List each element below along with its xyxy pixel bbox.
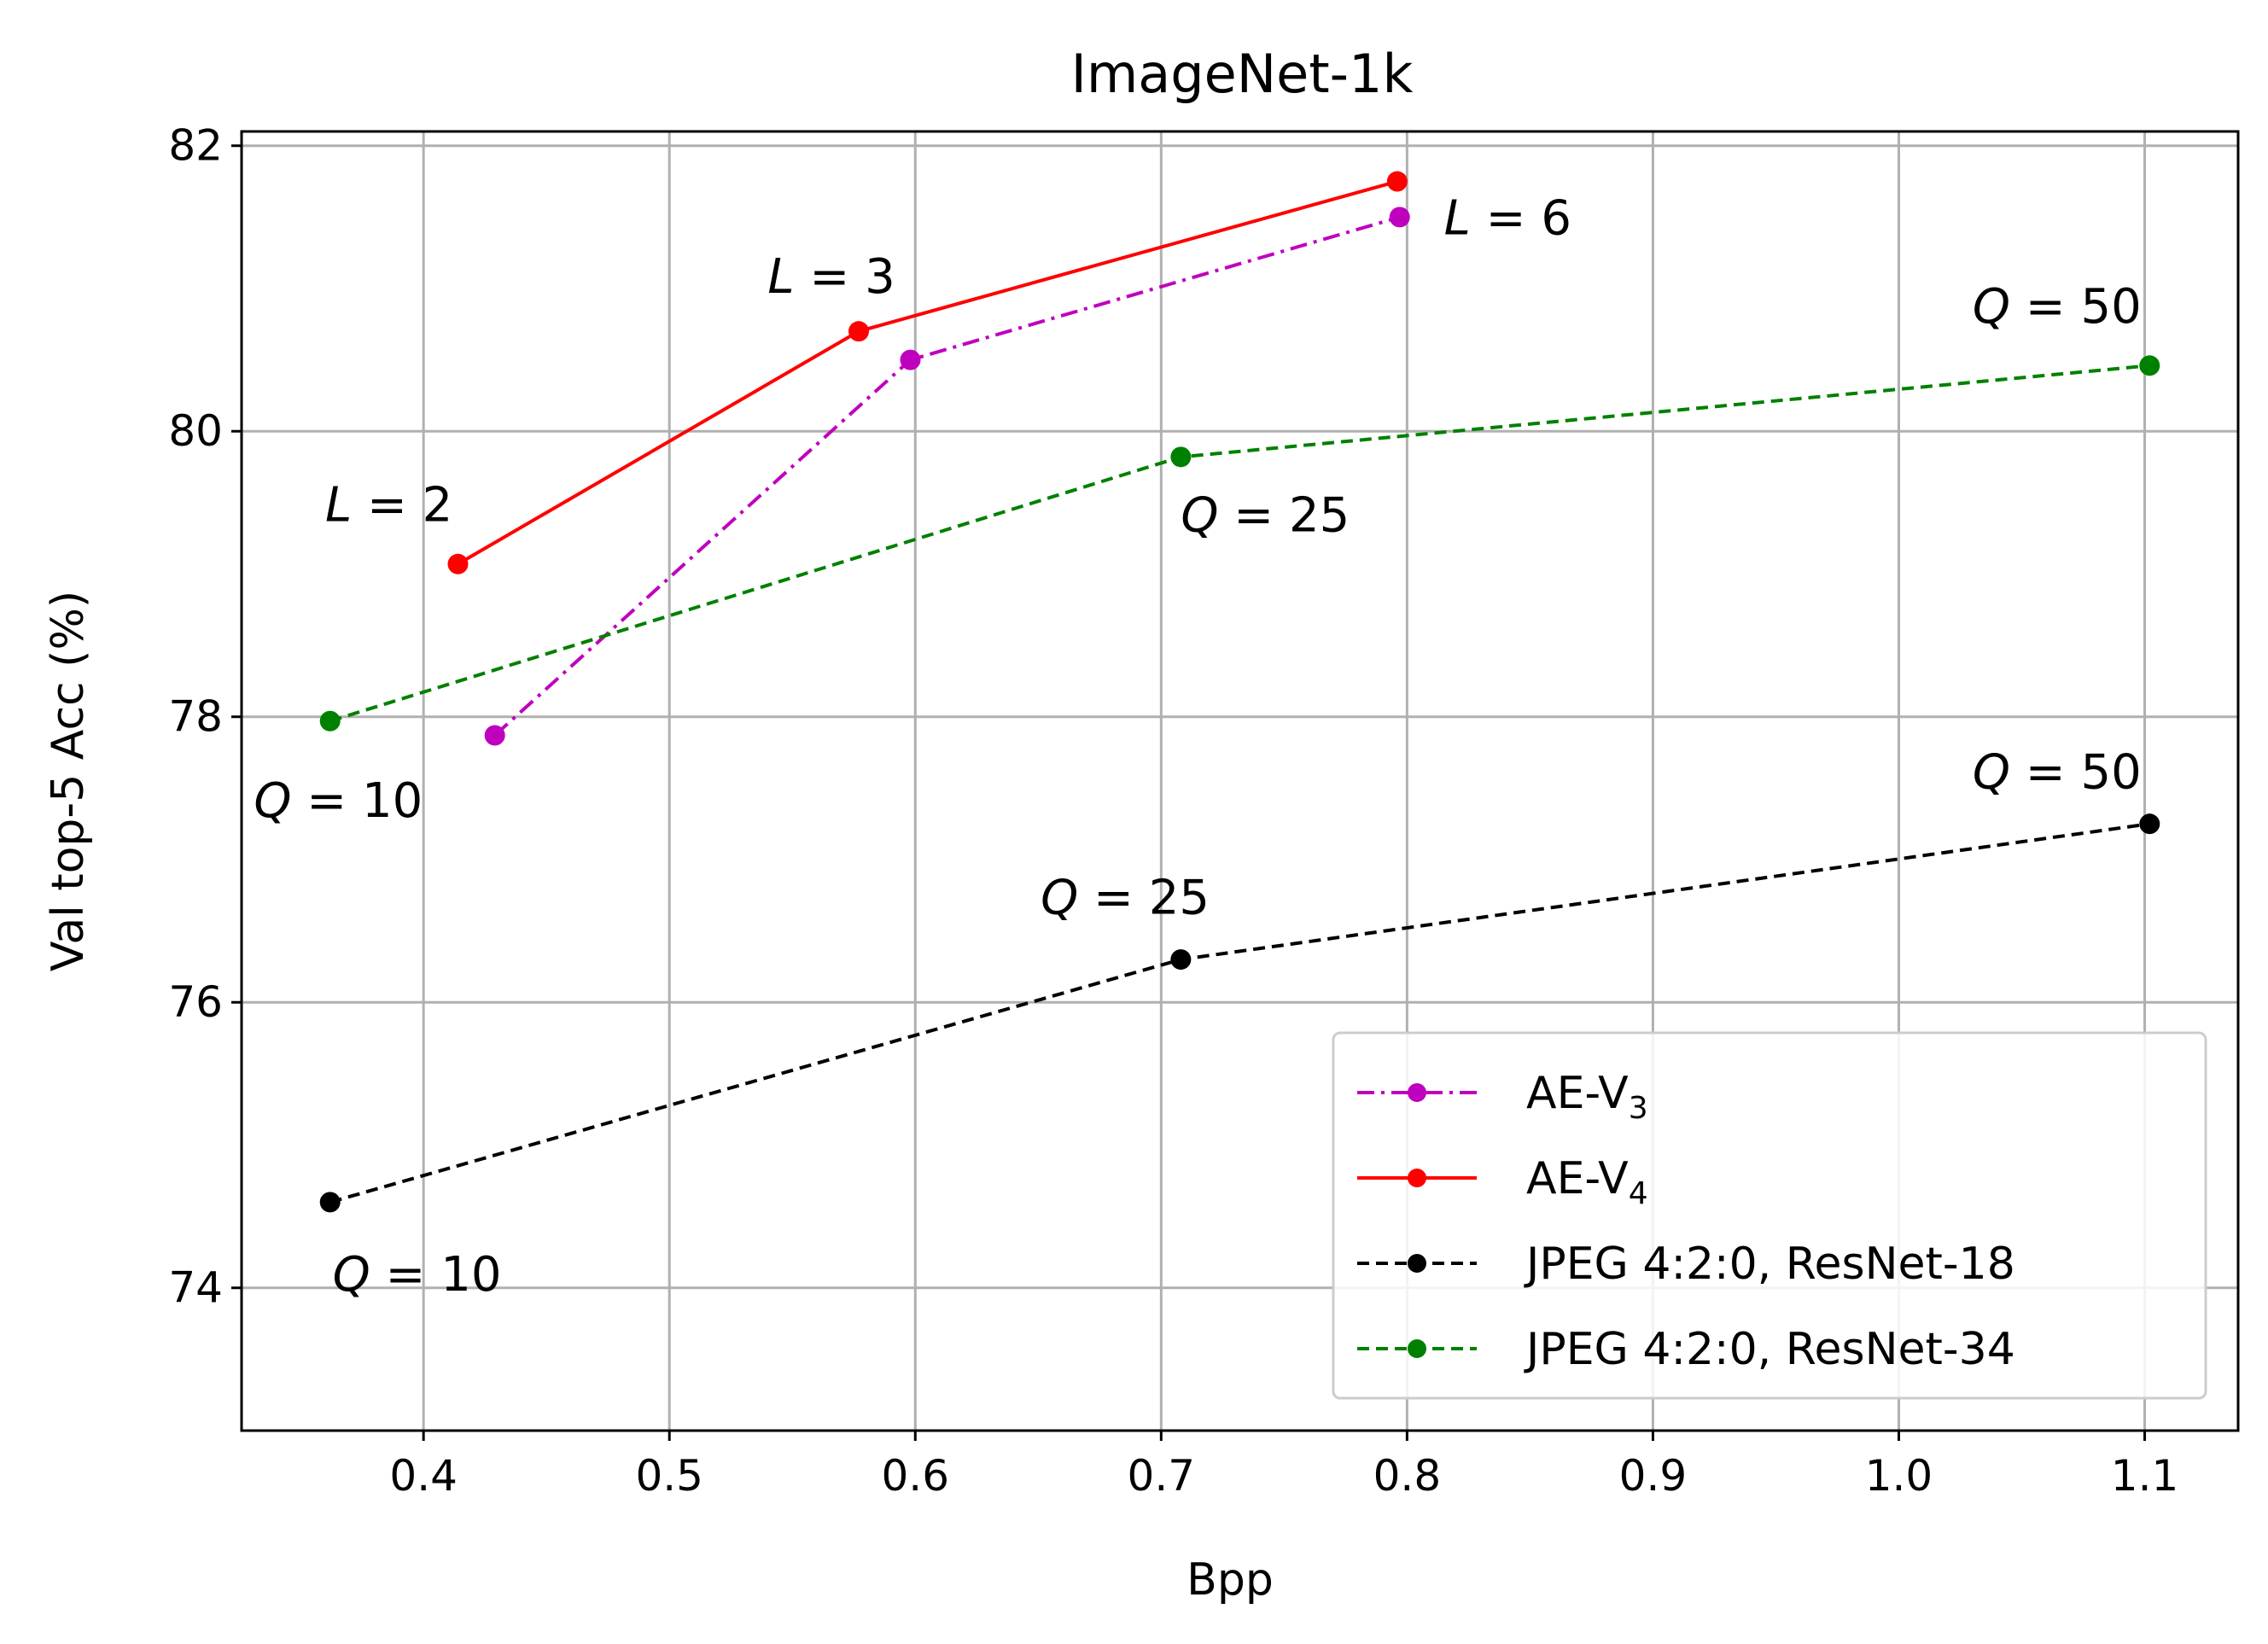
legend-item: AE-V4 bbox=[1357, 1153, 1648, 1211]
x-tick-label: 0.7 bbox=[1128, 1451, 1196, 1501]
series bbox=[484, 207, 1410, 746]
x-tick-label: 1.0 bbox=[1865, 1451, 1933, 1501]
y-axis-title: Val top-5 Acc (%) bbox=[43, 591, 94, 971]
data-point bbox=[484, 725, 505, 746]
y-tick-label: 80 bbox=[168, 406, 223, 456]
legend-label: AE-V4 bbox=[1526, 1153, 1648, 1211]
legend-label: AE-V3 bbox=[1526, 1068, 1648, 1126]
x-tick-label: 0.4 bbox=[389, 1451, 458, 1501]
legend-swatch-marker bbox=[1408, 1169, 1426, 1187]
point-annotation: Q = 25 bbox=[1041, 871, 1210, 926]
point-annotation: L = 6 bbox=[1444, 190, 1571, 246]
data-point bbox=[319, 710, 341, 732]
data-point bbox=[1170, 949, 1192, 971]
plot-frame bbox=[240, 130, 2240, 1432]
legend-item: JPEG 4:2:0, ResNet-18 bbox=[1357, 1239, 2015, 1290]
legend-frame bbox=[1332, 1031, 2207, 1400]
data-point bbox=[447, 553, 469, 574]
data-point bbox=[848, 321, 870, 342]
y-tick-label: 74 bbox=[168, 1263, 223, 1313]
x-tick-label: 1.1 bbox=[2111, 1451, 2179, 1501]
x-axis-title: Bpp bbox=[1186, 1554, 1274, 1606]
data-point bbox=[900, 349, 921, 370]
series-layer bbox=[319, 171, 2160, 1213]
point-annotation: Q = 50 bbox=[1973, 279, 2142, 335]
grid bbox=[242, 131, 2238, 1431]
legend-swatch-marker bbox=[1408, 1254, 1426, 1273]
ticks: 0.4 0.5 0.6 0.7 0.8 0.9 1.0 1.1 74 76 78 80 82 bbox=[168, 121, 2178, 1501]
series bbox=[319, 813, 2160, 1213]
legend-item: JPEG 4:2:0, ResNet-34 bbox=[1357, 1324, 2015, 1375]
point-annotation: Q = 25 bbox=[1181, 487, 1350, 543]
legend-item: AE-V3 bbox=[1357, 1068, 1648, 1126]
series-line bbox=[329, 364, 2150, 723]
series-line bbox=[493, 215, 1401, 737]
x-tick-label: 0.9 bbox=[1619, 1451, 1688, 1501]
legend-label: JPEG 4:2:0, ResNet-18 bbox=[1524, 1239, 2015, 1290]
y-tick-label: 82 bbox=[168, 121, 223, 171]
point-annotation: Q = 50 bbox=[1973, 744, 2142, 800]
data-point bbox=[319, 1192, 341, 1213]
point-annotation: L = 3 bbox=[767, 249, 895, 305]
series bbox=[447, 171, 1408, 574]
legend-label: JPEG 4:2:0, ResNet-34 bbox=[1524, 1324, 2015, 1375]
point-annotation: Q = 10 bbox=[254, 773, 423, 829]
data-point bbox=[2139, 355, 2160, 376]
x-tick-label: 0.8 bbox=[1373, 1451, 1442, 1501]
point-annotation: Q = 10 bbox=[333, 1247, 502, 1303]
data-point bbox=[1170, 446, 1192, 468]
legend: AE-V3 AE-V4 JPEG 4:2:0, ResNet-18 JPEG 4:2:… bbox=[1332, 1031, 2207, 1400]
chart-title: ImageNet-1k bbox=[1071, 43, 1414, 105]
x-tick-label: 0.6 bbox=[882, 1451, 950, 1501]
x-tick-label: 0.5 bbox=[635, 1451, 703, 1501]
data-point bbox=[1389, 207, 1410, 228]
legend-swatch-marker bbox=[1408, 1339, 1426, 1358]
legend-swatch-marker bbox=[1408, 1083, 1426, 1102]
annotations: L = 2 L = 3 L = 6 Q = 50 Q = 25 Q = 10 Q = 50 Q… bbox=[254, 190, 2141, 1303]
series bbox=[319, 355, 2160, 732]
data-point bbox=[1386, 171, 1408, 192]
point-annotation: L = 2 bbox=[325, 478, 452, 533]
y-tick-label: 76 bbox=[168, 977, 223, 1027]
data-point bbox=[2139, 813, 2160, 835]
y-tick-label: 78 bbox=[168, 692, 223, 742]
